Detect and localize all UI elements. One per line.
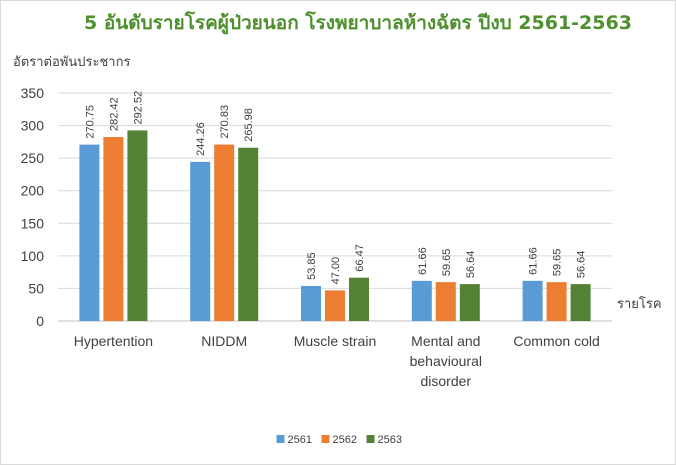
- y-tick-label: 50: [28, 280, 44, 296]
- x-axis-categories: Hypertention NIDDM Muscle strain Mental and…: [74, 333, 600, 389]
- y-tick-label: 150: [21, 215, 45, 231]
- bar-2562[interactable]: [103, 137, 124, 321]
- y-tick-label: 350: [21, 85, 45, 101]
- y-tick-label: 300: [21, 118, 45, 134]
- data-label: 47.00: [330, 257, 342, 285]
- bar-2563[interactable]: [570, 284, 591, 321]
- data-label: 265.98: [243, 108, 255, 142]
- gridlines: [58, 92, 612, 322]
- bar-2561[interactable]: [301, 285, 321, 321]
- chart-title: 5 อันดับรายโรคผู้ป่วยนอก โรงพยาบาลห้างฉั…: [84, 11, 632, 35]
- data-label: 53.85: [306, 252, 318, 280]
- bar-2563[interactable]: [349, 277, 369, 321]
- legend-label[interactable]: 2562: [333, 434, 357, 446]
- bar-2563[interactable]: [238, 147, 259, 321]
- data-label: 244.26: [195, 122, 207, 156]
- bar-2561[interactable]: [522, 280, 543, 321]
- bar-2561[interactable]: [411, 280, 432, 321]
- x-category-label: Muscle strain: [294, 333, 376, 349]
- y-tick-label: 0: [36, 313, 44, 329]
- data-label: 61.66: [417, 247, 429, 275]
- bar-2562[interactable]: [214, 144, 235, 321]
- bar-2562[interactable]: [325, 290, 345, 321]
- bar-2561[interactable]: [190, 161, 211, 321]
- x-category-label: Hypertention: [74, 333, 153, 349]
- data-label: 61.66: [528, 247, 540, 275]
- bar-2562[interactable]: [546, 282, 567, 321]
- data-label: 59.65: [552, 249, 564, 277]
- y-axis-title: อัตราต่อพันประชากร: [13, 55, 130, 70]
- data-label: 270.75: [84, 105, 96, 139]
- y-axis-ticks: 0 50 100 150 200 250 300 350: [21, 85, 45, 329]
- x-category-label: Mental and behavioural disorder: [410, 333, 482, 389]
- y-tick-label: 200: [21, 183, 45, 199]
- bars: [79, 130, 591, 321]
- data-label: 270.83: [219, 105, 231, 139]
- legend-swatch-2562: [321, 435, 330, 443]
- y-tick-label: 250: [21, 150, 45, 166]
- x-axis-title: รายโรค: [617, 296, 662, 312]
- bar-2562[interactable]: [435, 282, 456, 321]
- legend-swatch-2561: [276, 435, 285, 443]
- x-category-label: NIDDM: [201, 333, 247, 349]
- data-label: 59.65: [441, 249, 453, 277]
- legend-swatch-2563: [366, 435, 375, 443]
- bar-2563[interactable]: [127, 130, 148, 321]
- data-label: 66.47: [354, 244, 366, 272]
- legend-label[interactable]: 2561: [288, 434, 312, 446]
- y-tick-label: 100: [21, 248, 45, 264]
- data-label: 56.64: [576, 251, 588, 279]
- x-category-label: Common cold: [513, 333, 599, 349]
- data-label: 292.52: [132, 91, 144, 125]
- data-labels: 270.75 282.42 292.52 244.26 270.83 265.98 53.8…: [84, 91, 587, 285]
- bar-2563[interactable]: [459, 284, 480, 321]
- data-label: 282.42: [108, 97, 120, 131]
- legend-label[interactable]: 2563: [378, 434, 402, 446]
- data-label: 56.64: [465, 251, 477, 279]
- bar-2561[interactable]: [79, 144, 100, 321]
- legend[interactable]: 2561 2562 2563: [276, 434, 402, 446]
